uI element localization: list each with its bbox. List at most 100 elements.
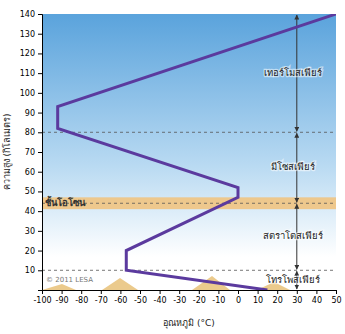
- x-tick-label: 20: [273, 296, 283, 305]
- marks: [42, 14, 336, 290]
- x-tick: -10: [212, 290, 225, 305]
- y-tick: 40: [25, 207, 42, 216]
- x-tick-label: -10: [212, 296, 225, 305]
- ozone-band: [42, 197, 336, 209]
- y-tick-label: 90: [25, 109, 35, 118]
- x-axis-title: อุณหภูมิ (°C): [163, 318, 215, 329]
- x-tick: 20: [273, 290, 283, 305]
- x-tick-mark: [101, 290, 102, 294]
- y-tick-label: 10: [25, 266, 35, 275]
- x-tick-mark: [297, 290, 298, 294]
- y-axis-line: [38, 15, 43, 291]
- x-tick-mark: [160, 290, 161, 294]
- y-tick-label: 80: [25, 128, 35, 137]
- x-tick: 10: [253, 290, 263, 305]
- y-tick: 20: [25, 247, 42, 256]
- y-tick: 50: [25, 187, 42, 196]
- x-tick-mark: [277, 290, 278, 294]
- y-tick: 110: [20, 69, 42, 78]
- x-tick-label: -20: [193, 296, 206, 305]
- y-tick-label: 30: [25, 227, 35, 236]
- y-tick-mark: [38, 191, 42, 192]
- x-tick: -90: [56, 290, 69, 305]
- x-tick-mark: [238, 290, 239, 294]
- y-tick-label: 20: [25, 247, 35, 256]
- x-tick-mark: [336, 290, 337, 294]
- x-tick-label: -100: [33, 296, 51, 305]
- x-tick: -40: [154, 290, 167, 305]
- x-tick: -30: [173, 290, 186, 305]
- x-tick: -20: [193, 290, 206, 305]
- layer-label: มีโซสเฟียร์: [271, 161, 315, 172]
- x-tick-mark: [179, 290, 180, 294]
- x-tick: -50: [134, 290, 147, 305]
- y-axis-title: ความสูง (กิโลเมตร): [2, 114, 13, 191]
- x-tick-mark: [120, 290, 121, 294]
- x-tick: 50: [331, 290, 341, 305]
- layer-boundary: [42, 270, 336, 271]
- y-tick-label: 110: [20, 69, 35, 78]
- y-tick: 100: [20, 89, 42, 98]
- credit: © 2011 LESA: [46, 276, 93, 284]
- chart-container: โทรโพสเฟียร์สตราโตสเฟียร์มีโซสเฟียร์เทอร…: [0, 0, 345, 334]
- x-tick-mark: [199, 290, 200, 294]
- x-tick: -70: [95, 290, 108, 305]
- y-tick-mark: [38, 270, 42, 271]
- x-tick-label: -50: [134, 296, 147, 305]
- x-tick: -80: [75, 290, 88, 305]
- y-tick-mark: [38, 211, 42, 212]
- x-tick-mark: [140, 290, 141, 294]
- layer-label: สตราโตสเฟียร์: [263, 230, 323, 241]
- x-tick-mark: [258, 290, 259, 294]
- ozone-label: ชั้นโอโซน: [45, 195, 86, 208]
- x-tick-label: -60: [114, 296, 127, 305]
- x-tick-mark: [81, 290, 82, 294]
- y-tick-mark: [38, 152, 42, 153]
- y-tick-mark: [38, 73, 42, 74]
- y-tick: 140: [20, 10, 42, 19]
- y-tick: 60: [25, 168, 42, 177]
- x-tick-label: -70: [95, 296, 108, 305]
- y-tick: 30: [25, 227, 42, 236]
- y-axis: 10 20 30 40 50 60 70 80 90 100 110 120 130 140: [20, 10, 43, 290]
- y-tick: 130: [20, 30, 42, 39]
- y-tick-label: 40: [25, 207, 35, 216]
- x-tick-label: -80: [75, 296, 88, 305]
- y-tick: 10: [25, 266, 42, 275]
- x-axis-line: [43, 291, 337, 295]
- x-tick-label: 0: [236, 296, 241, 305]
- layer-boundary: [42, 203, 336, 204]
- x-tick: -100: [33, 290, 51, 305]
- layer-boundary: [42, 132, 336, 133]
- y-tick-label: 140: [20, 10, 35, 19]
- y-tick-label: 120: [20, 49, 35, 58]
- y-tick-label: 100: [20, 89, 35, 98]
- y-tick: 70: [25, 148, 42, 157]
- x-tick: 30: [292, 290, 302, 305]
- x-tick-label: 40: [312, 296, 322, 305]
- x-tick: 40: [312, 290, 322, 305]
- x-tick: 0: [236, 290, 241, 305]
- plot-background: [42, 14, 336, 290]
- x-tick-label: -40: [154, 296, 167, 305]
- y-tick-mark: [38, 113, 42, 114]
- x-tick-label: -90: [56, 296, 69, 305]
- x-tick-label: 50: [331, 296, 341, 305]
- layer-label: เทอร์โมสเฟียร์: [264, 67, 322, 78]
- x-tick: -60: [114, 290, 127, 305]
- x-tick-mark: [316, 290, 317, 294]
- x-tick-label: 30: [292, 296, 302, 305]
- x-tick-label: -30: [173, 296, 186, 305]
- y-tick-mark: [38, 14, 42, 15]
- x-tick-label: 10: [253, 296, 263, 305]
- temperature-line: [58, 14, 336, 290]
- y-tick-mark: [38, 34, 42, 35]
- y-tick-mark: [38, 93, 42, 94]
- y-tick-label: 50: [25, 187, 35, 196]
- x-tick-mark: [62, 290, 63, 294]
- y-tick: 90: [25, 109, 42, 118]
- y-tick-mark: [38, 172, 42, 173]
- y-tick-label: 60: [25, 168, 35, 177]
- y-tick-label: 130: [20, 30, 35, 39]
- y-tick-mark: [38, 53, 42, 54]
